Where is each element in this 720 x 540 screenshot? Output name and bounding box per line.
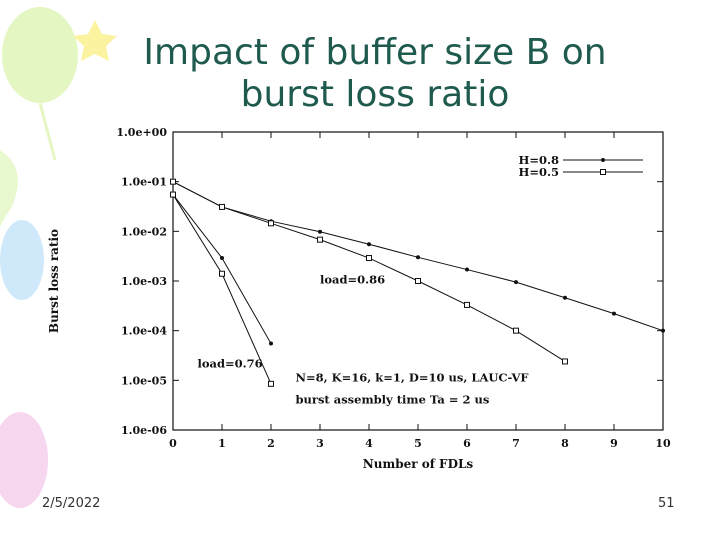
data-point bbox=[415, 278, 421, 284]
y-tick-label: 1.0e-01 bbox=[121, 176, 167, 189]
data-point bbox=[612, 311, 616, 316]
slide-page-number: 51 bbox=[658, 496, 675, 511]
data-point bbox=[366, 255, 372, 262]
slide-date: 2/5/2022 bbox=[42, 496, 101, 511]
data-point bbox=[416, 255, 420, 260]
chart-annotation: load=0.86 bbox=[320, 272, 385, 286]
green-balloon-decoration bbox=[2, 7, 78, 103]
data-point bbox=[220, 256, 224, 261]
x-tick-label: 8 bbox=[561, 437, 569, 450]
x-tick-label: 4 bbox=[365, 437, 373, 450]
data-point bbox=[661, 328, 665, 333]
series-line bbox=[172, 194, 272, 385]
star-decoration bbox=[73, 20, 117, 61]
data-point bbox=[465, 267, 469, 272]
x-tick-label: 7 bbox=[512, 437, 520, 450]
blue-balloon-decoration bbox=[0, 220, 44, 300]
green-wave-decoration bbox=[0, 150, 18, 240]
data-point bbox=[219, 203, 225, 210]
y-axis-label: Burst loss ratio bbox=[47, 229, 61, 333]
legend-marker bbox=[601, 158, 605, 162]
x-axis-label: Number of FDLs bbox=[363, 457, 474, 471]
y-tick-label: 1.0e-03 bbox=[121, 275, 167, 288]
legend-label: H=0.8 bbox=[518, 153, 559, 167]
y-tick-label: 1.0e-05 bbox=[121, 374, 167, 387]
legend-label: H=0.5 bbox=[518, 165, 559, 179]
data-point bbox=[317, 236, 323, 243]
data-point bbox=[318, 229, 322, 234]
balloon-string-decoration bbox=[38, 102, 57, 161]
data-point bbox=[562, 358, 568, 365]
data-point bbox=[268, 380, 274, 387]
slide-title: Impact of buffer size B on burst loss ra… bbox=[60, 32, 690, 116]
data-point bbox=[219, 270, 225, 277]
y-tick-label: 1.0e-06 bbox=[121, 424, 167, 437]
data-point bbox=[170, 178, 176, 185]
x-tick-label: 9 bbox=[610, 437, 618, 450]
y-tick-label: 1.0e-04 bbox=[121, 325, 167, 338]
x-tick-label: 2 bbox=[267, 437, 275, 450]
data-point bbox=[514, 280, 518, 285]
data-point bbox=[464, 301, 470, 308]
data-point bbox=[268, 220, 274, 227]
slide-title-line-2: burst loss ratio bbox=[240, 74, 510, 115]
data-point bbox=[269, 341, 273, 346]
pink-balloon-decoration bbox=[0, 412, 48, 508]
x-tick-label: 10 bbox=[655, 437, 671, 450]
x-tick-label: 6 bbox=[463, 437, 471, 450]
legend-marker bbox=[600, 169, 606, 175]
burst-loss-chart: 1.0e+00 1.0e-01 1.0e-02 1.0e-03 1.0e-04 1.0e-… bbox=[47, 126, 671, 471]
chart-annotation: N=8, K=16, k=1, D=10 us, LAUC-VF bbox=[296, 370, 530, 384]
x-tick-label: 0 bbox=[169, 437, 177, 450]
x-tick-label: 1 bbox=[218, 437, 226, 450]
y-tick-label: 1.0e-02 bbox=[121, 225, 167, 238]
chart-annotation: load=0.76 bbox=[198, 357, 263, 371]
data-point bbox=[513, 327, 519, 334]
data-point bbox=[170, 191, 176, 198]
data-point bbox=[367, 242, 371, 247]
data-point bbox=[563, 295, 567, 300]
x-tick-label: 5 bbox=[414, 437, 422, 450]
slide-title-line-1: Impact of buffer size B on bbox=[143, 32, 607, 73]
y-tick-label: 1.0e+00 bbox=[116, 126, 167, 139]
chart-annotation: burst assembly time Ta = 2 us bbox=[296, 393, 490, 407]
x-tick-label: 3 bbox=[316, 437, 324, 450]
